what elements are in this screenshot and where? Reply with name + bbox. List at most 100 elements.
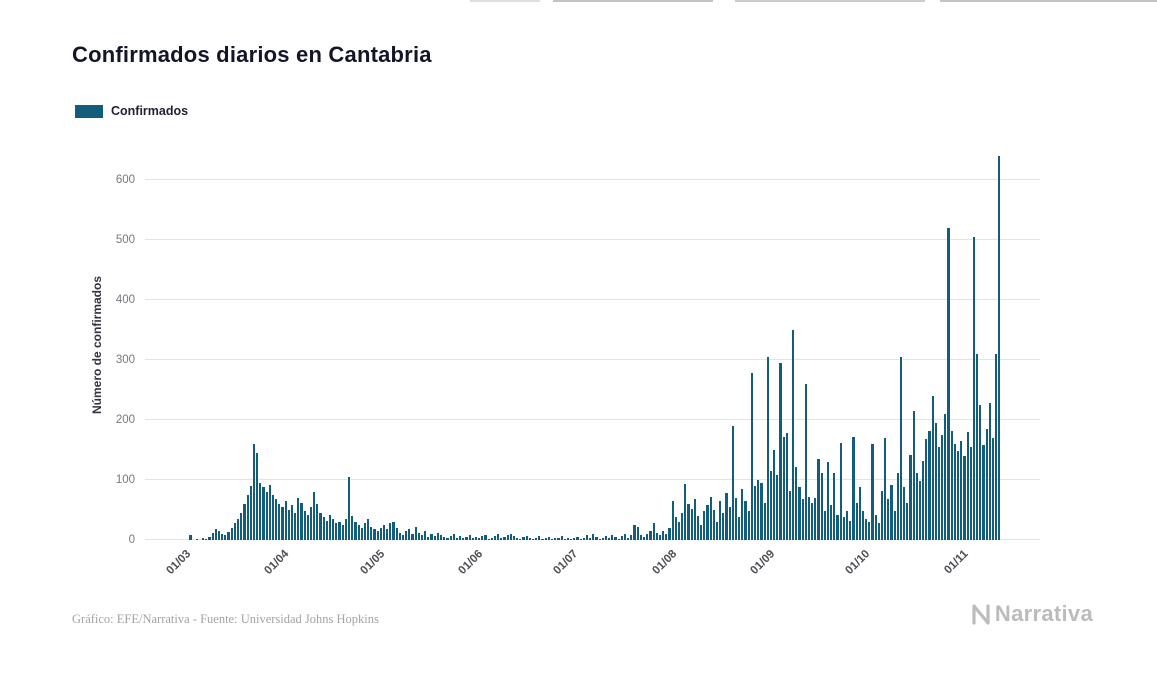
bar xyxy=(896,472,899,540)
chart-title: Confirmados diarios en Cantabria xyxy=(72,42,432,67)
bar xyxy=(918,481,922,540)
bar xyxy=(639,535,642,540)
bar xyxy=(541,538,544,540)
bar xyxy=(579,538,582,540)
y-tick-label: 400 xyxy=(115,294,135,306)
bar xyxy=(446,538,449,540)
top-hairline xyxy=(0,0,1157,2)
bar xyxy=(300,502,303,540)
bar xyxy=(826,462,830,540)
bar xyxy=(430,534,433,540)
bar xyxy=(376,531,379,540)
bar xyxy=(417,532,420,540)
bar xyxy=(208,537,211,540)
bar xyxy=(398,532,401,540)
bar xyxy=(766,357,769,540)
bar xyxy=(608,538,611,540)
bar xyxy=(744,501,747,540)
bar xyxy=(547,537,550,540)
bar xyxy=(592,534,595,540)
bar xyxy=(528,538,531,540)
bar xyxy=(531,538,535,540)
plot-area: 0 100 200 300 400 500 600 01/03 01/04 01/05 01/06… xyxy=(116,150,1040,577)
bar xyxy=(509,534,512,540)
gridline xyxy=(145,359,1040,360)
bar xyxy=(693,499,696,540)
bar xyxy=(363,523,367,540)
y-tick-label: 600 xyxy=(115,174,135,186)
bar xyxy=(785,433,788,540)
bar xyxy=(481,536,484,540)
bar xyxy=(278,504,281,540)
bar xyxy=(259,483,262,540)
bar xyxy=(490,537,493,540)
bar xyxy=(890,484,893,540)
x-tick-label: 01/04 xyxy=(262,548,292,577)
bar xyxy=(297,498,300,540)
narrativa-logo: Narrativa xyxy=(971,601,1093,627)
bar xyxy=(709,496,712,540)
bar xyxy=(538,536,541,540)
bar xyxy=(328,514,332,540)
bar xyxy=(243,504,246,540)
bar xyxy=(773,450,776,540)
bar xyxy=(252,444,256,540)
bar xyxy=(560,536,563,540)
bar xyxy=(493,536,497,540)
bar xyxy=(754,486,757,540)
bar xyxy=(807,496,811,540)
source-credit: Gráfico: EFE/Narrativa - Fuente: Univers… xyxy=(72,612,379,626)
bar xyxy=(839,442,842,540)
bar xyxy=(658,535,662,540)
bar xyxy=(313,492,316,540)
bar xyxy=(998,156,1001,540)
bar xyxy=(601,537,604,540)
bar xyxy=(395,528,398,540)
bar xyxy=(497,534,500,540)
bar xyxy=(414,526,417,540)
bar xyxy=(880,490,884,540)
bar xyxy=(373,529,376,540)
bar xyxy=(750,373,753,540)
y-tick-label: 100 xyxy=(115,474,135,486)
bar xyxy=(633,525,636,540)
bar xyxy=(392,522,395,540)
bar xyxy=(684,484,687,540)
bar xyxy=(899,357,903,540)
bar xyxy=(747,511,750,540)
bar xyxy=(906,502,909,540)
bar xyxy=(221,534,224,540)
bar xyxy=(408,529,411,540)
narrativa-logo-icon xyxy=(972,604,990,625)
bar xyxy=(731,426,734,540)
bar xyxy=(284,501,287,540)
bar xyxy=(630,535,633,540)
bar xyxy=(386,529,389,540)
bar xyxy=(512,536,516,540)
bar xyxy=(982,445,985,540)
bar xyxy=(275,499,278,540)
bar xyxy=(256,453,259,540)
bar xyxy=(303,511,306,540)
bar xyxy=(719,501,722,540)
gridline xyxy=(145,419,1040,420)
bar xyxy=(573,538,576,540)
y-tick-label: 200 xyxy=(115,414,135,426)
bar xyxy=(471,537,474,540)
legend: Confirmados xyxy=(75,104,188,118)
bar xyxy=(677,522,681,540)
bar xyxy=(671,501,674,540)
bar xyxy=(468,535,471,540)
bar xyxy=(623,534,627,540)
bar xyxy=(443,537,446,540)
bar xyxy=(779,363,782,540)
bar xyxy=(909,454,912,540)
bar xyxy=(576,537,579,540)
bar xyxy=(922,460,925,540)
bar xyxy=(814,498,817,540)
bar xyxy=(617,538,620,540)
bar xyxy=(801,499,804,540)
bar xyxy=(852,436,855,540)
bar xyxy=(728,507,731,540)
bar xyxy=(465,537,468,540)
